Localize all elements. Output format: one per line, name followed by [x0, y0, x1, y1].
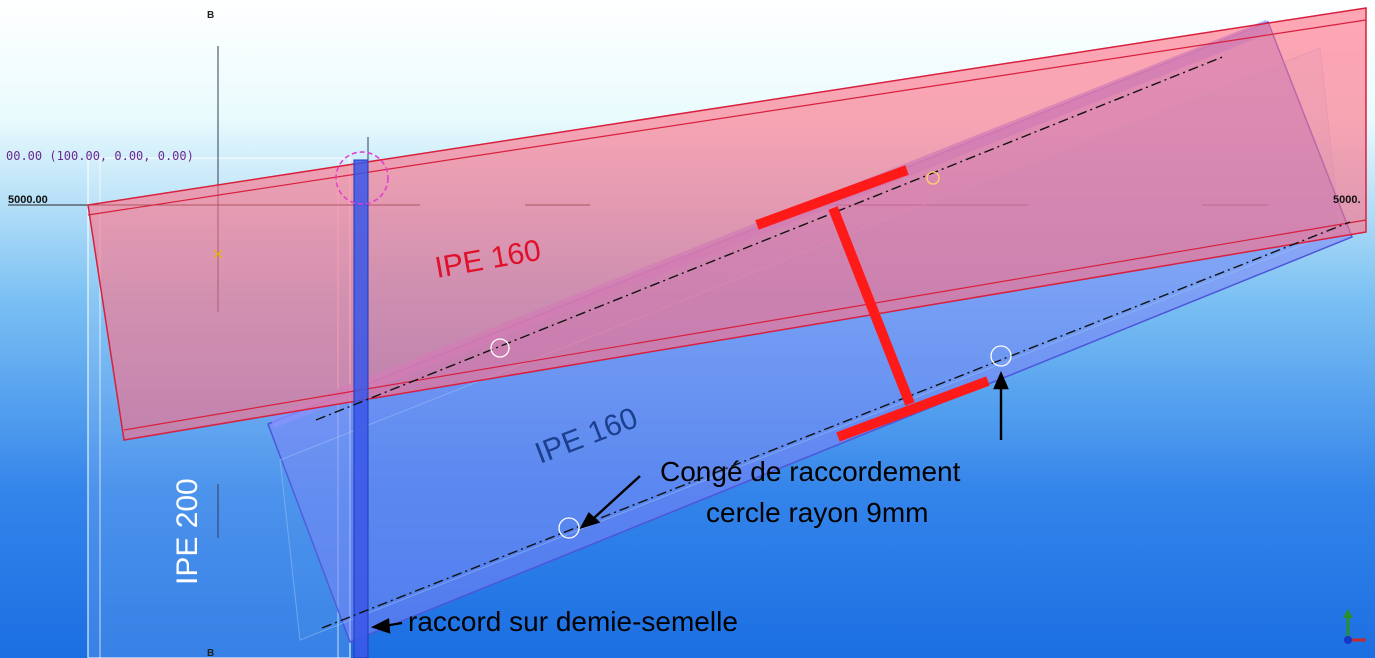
fillet-circles — [490, 171, 1012, 539]
origin-marker — [213, 249, 223, 259]
grid-label-top: B — [207, 10, 214, 21]
beam-upper-ipe160[interactable] — [87, 7, 1367, 441]
ibeam-section-icon — [755, 165, 990, 442]
fillet-circle — [490, 338, 510, 358]
xyz-axis-icon — [1343, 609, 1366, 644]
splice-plate[interactable] — [353, 159, 369, 658]
annotation-fillet-line2: cercle rayon 9mm — [706, 497, 929, 528]
label-column: IPE 200 — [171, 478, 204, 585]
dimension-value-left: 5000.00 — [8, 194, 48, 206]
grid-label-bottom: B — [207, 648, 214, 658]
node-marker[interactable] — [335, 151, 389, 205]
reference-lines — [315, 55, 1351, 629]
coordinate-readout: 00.00 (100.00, 0.00, 0.00) — [6, 149, 194, 163]
annotation-fillet-line1: Congé de raccordement — [660, 456, 961, 487]
annotation-arrows — [370, 370, 1009, 634]
fillet-circle — [926, 171, 940, 185]
dimension-value-right: 5000. — [1333, 194, 1361, 206]
fillet-circle — [558, 517, 580, 539]
annotation-splice: raccord sur demie-semelle — [408, 606, 738, 637]
fillet-circle — [990, 345, 1012, 367]
